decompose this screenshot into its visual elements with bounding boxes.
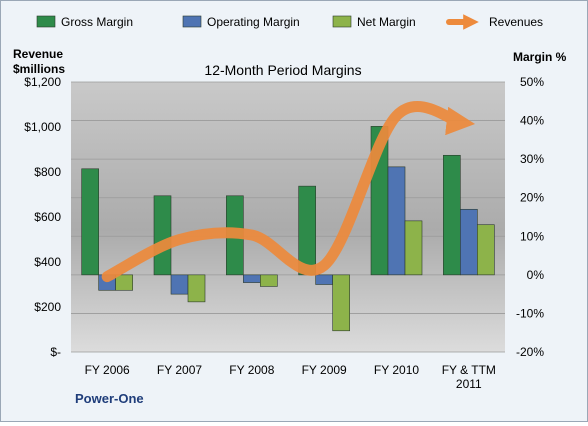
net-margin-bar [187, 274, 206, 303]
right-tick-label: -10% [516, 306, 544, 320]
x-tick-label: FY 2008 [229, 363, 274, 377]
right-axis-ticks: -20% -10% 0% 10% 20% 30% 40% 50% [516, 75, 544, 359]
operating-margin-legend-swatch [182, 15, 202, 28]
operating-margin-bar [460, 208, 478, 276]
left-tick-label: $800 [34, 165, 61, 179]
left-axis-ticks: $- $200 $400 $600 $800 $1,000 $1,200 [24, 75, 61, 359]
gross-margin-bar [81, 168, 99, 276]
left-tick-label: $200 [34, 300, 61, 314]
net-margin-legend-swatch [332, 15, 352, 28]
right-tick-label: -20% [516, 345, 544, 359]
left-tick-label: $1,000 [24, 120, 61, 134]
right-tick-label: 40% [520, 114, 544, 128]
net-margin-legend-label: Net Margin [357, 15, 416, 29]
operating-margin-bar [387, 166, 406, 276]
operating-margin-bar [243, 274, 261, 283]
gross-margin-legend-swatch [36, 15, 56, 28]
net-margin-bar [115, 274, 133, 291]
left-tick-label: $600 [34, 210, 61, 224]
left-axis-label-line-2: $millions [13, 62, 65, 76]
left-tick-label: $1,200 [24, 75, 61, 89]
plot-area [71, 82, 505, 352]
x-tick-label: FY 2007 [157, 363, 202, 377]
revenues-legend-label: Revenues [489, 15, 543, 29]
revenues-line [101, 101, 476, 283]
x-tick-label: FY 2006 [85, 363, 130, 377]
right-tick-label: 20% [520, 191, 544, 205]
gross-margin-bar [443, 154, 461, 276]
gross-margin-legend-label: Gross Margin [61, 15, 133, 29]
x-tick-label: FY & TTM [442, 363, 496, 377]
right-axis-label: Margin % [513, 50, 567, 64]
chart-title: 12-Month Period Margins [204, 62, 361, 78]
gross-margin-bar [298, 185, 316, 276]
company-label: Power-One [75, 391, 144, 406]
net-margin-bar [332, 274, 350, 332]
gridlines [71, 81, 505, 353]
x-axis-ticks: FY 2006 FY 2007 FY 2008 FY 2009 FY 2010 FY & … [85, 363, 496, 391]
right-tick-label: 50% [520, 75, 544, 89]
right-tick-label: 10% [520, 229, 544, 243]
left-axis-label-line-1: Revenue [13, 47, 63, 61]
operating-margin-legend-label: Operating Margin [207, 15, 300, 29]
legend: Gross Margin Operating Margin Net Margin Re… [36, 14, 543, 30]
right-tick-label: 30% [520, 152, 544, 166]
x-tick-label: FY 2010 [374, 363, 419, 377]
net-margin-bar [260, 274, 278, 287]
operating-margin-bar [170, 274, 189, 295]
right-tick-label: 0% [527, 268, 545, 282]
left-tick-label: $- [50, 345, 61, 359]
gross-margin-bar [153, 195, 172, 276]
left-tick-label: $400 [34, 255, 61, 269]
x-tick-label: 2011 [456, 377, 482, 391]
net-margin-bar [477, 224, 495, 276]
operating-margin-bar [315, 274, 333, 285]
net-margin-bar [404, 220, 423, 276]
x-tick-label: FY 2009 [302, 363, 347, 377]
